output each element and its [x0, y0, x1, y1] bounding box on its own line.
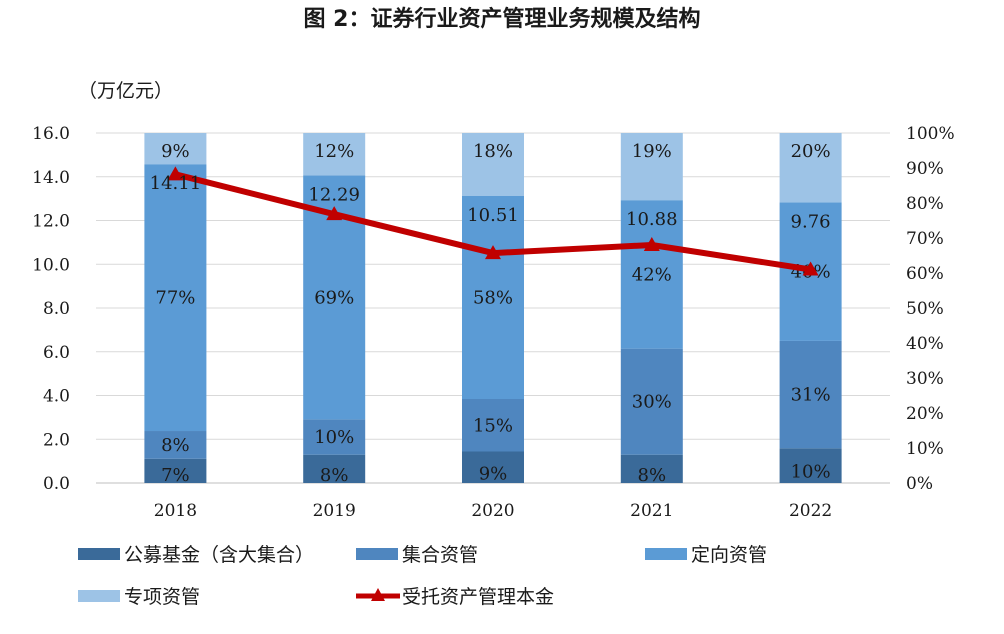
bars — [144, 133, 842, 483]
line-value-label: 14.11 — [150, 173, 202, 194]
bar-segment-label: 58% — [473, 288, 513, 309]
right-axis-tick-label: 60% — [906, 264, 944, 284]
x-axis-tick-label: 2019 — [313, 501, 356, 521]
bar-segment — [303, 419, 366, 455]
bar-segment — [462, 451, 524, 483]
bar-segment-label: 18% — [473, 141, 513, 162]
left-axis-tick-label: 14.0 — [32, 168, 70, 188]
right-axis-tick-label: 30% — [906, 369, 944, 389]
left-axis-tick-label: 10.0 — [32, 255, 70, 275]
bar-segment-label: 10% — [314, 427, 354, 448]
right-axis-tick-label: 80% — [906, 194, 944, 214]
bar-segment-label: 8% — [638, 465, 667, 486]
bar-segment-label: 30% — [632, 392, 672, 413]
line-marker — [643, 237, 660, 251]
y-axis-unit-label: （万亿元） — [78, 80, 173, 102]
left-axis-tick-label: 12.0 — [32, 212, 70, 232]
bar-segment — [620, 200, 683, 349]
bar-segment-label: 9% — [479, 463, 508, 484]
bar-segment — [462, 196, 524, 399]
bar-segment-label: 31% — [791, 385, 831, 406]
bar-segment-label: 15% — [473, 415, 513, 436]
bar-segment — [144, 458, 207, 483]
left-axis-tick-label: 6.0 — [43, 343, 70, 363]
bar-segment-label: 8% — [320, 465, 349, 486]
left-axis-tick-label: 16.0 — [32, 124, 70, 144]
bar-segment — [303, 454, 366, 483]
bar-segment-label: 9% — [161, 141, 190, 162]
bar-segment — [144, 431, 207, 459]
bar-segment — [620, 454, 683, 483]
right-axis-tick-label: 10% — [906, 439, 944, 459]
bar-segment — [303, 133, 366, 176]
right-axis-tick-label: 0% — [906, 474, 933, 494]
x-axis-tick-label: 2022 — [789, 501, 832, 521]
right-axis-tick-label: 50% — [906, 299, 944, 319]
bar-segment-label: 42% — [632, 264, 672, 285]
bar-segment — [779, 340, 842, 449]
right-axis-tick-label: 20% — [906, 404, 944, 424]
legend-swatch — [78, 590, 120, 602]
line-value-label: 9.76 — [791, 211, 831, 232]
right-axis-tick-label: 100% — [906, 124, 955, 144]
legend-label: 受托资产管理本金 — [402, 586, 554, 608]
line-marker — [167, 166, 184, 181]
bar-segment-label: 12% — [314, 141, 354, 162]
x-axis-tick-label: 2021 — [630, 501, 673, 521]
x-axis-tick-label: 2018 — [154, 501, 197, 521]
line-value-label: 10.88 — [626, 209, 678, 230]
line-value-label: 12.29 — [308, 184, 360, 205]
bar-segment-label: 8% — [161, 435, 190, 456]
x-axis-tick-label: 2020 — [471, 501, 514, 521]
bar-segment-label: 77% — [155, 288, 195, 309]
x-axis-ticks: 2018 2019 2020 2021 2022 — [154, 501, 832, 521]
bar-segment — [620, 133, 683, 201]
left-axis-tick-label: 8.0 — [43, 299, 70, 319]
legend-label: 公募基金（含大集合） — [124, 544, 314, 566]
bar-segment-label: 10% — [791, 462, 831, 483]
legend-label: 专项资管 — [124, 586, 200, 608]
line-labels: 14.11 12.29 10.51 10.88 9.76 — [150, 173, 831, 232]
left-axis-tick-label: 2.0 — [43, 430, 70, 450]
line-marker — [802, 261, 819, 276]
left-axis-tick-label: 0.0 — [43, 474, 70, 494]
legend-swatch — [356, 548, 398, 560]
right-axis-tick-label: 40% — [906, 334, 944, 354]
left-axis-ticks: 0.0 2.0 4.0 6.0 8.0 10.0 12.0 14.0 16.0 — [32, 124, 70, 494]
bar-segment — [779, 448, 842, 483]
bar-labels: 7% 8% 77% 9% 8% 10% 69% 12% 9% 15% 58% 18% 8% 30% 42% 1… — [155, 141, 830, 486]
bar-segment-label: 19% — [632, 141, 672, 162]
legend-marker — [371, 588, 385, 601]
legend-swatch — [78, 548, 120, 560]
right-axis-tick-label: 90% — [906, 159, 944, 179]
legend-swatch — [645, 548, 687, 560]
bar-segment — [779, 133, 842, 203]
right-axis-tick-label: 70% — [906, 229, 944, 249]
bar-segment-label: 20% — [791, 141, 831, 162]
line-series — [167, 166, 819, 276]
bar-segment — [462, 133, 524, 196]
left-axis-tick-label: 4.0 — [43, 387, 70, 407]
bar-segment — [144, 133, 207, 165]
line-value-label: 10.51 — [467, 205, 519, 226]
bar-segment — [144, 164, 207, 432]
bar-segment — [620, 348, 683, 455]
bar-segment — [462, 399, 524, 452]
line-marker — [326, 206, 343, 221]
line-marker — [485, 245, 501, 260]
legend-label: 定向资管 — [691, 544, 767, 566]
chart-title: 图 2：证券行业资产管理业务规模及结构 — [304, 6, 701, 32]
right-axis-ticks: 0% 10% 20% 30% 40% 50% 60% 70% 80% 90% 100% — [906, 124, 955, 494]
bar-segment-label: 69% — [314, 287, 354, 308]
legend-label: 集合资管 — [402, 544, 478, 566]
bar-segment-label: 7% — [161, 465, 190, 486]
